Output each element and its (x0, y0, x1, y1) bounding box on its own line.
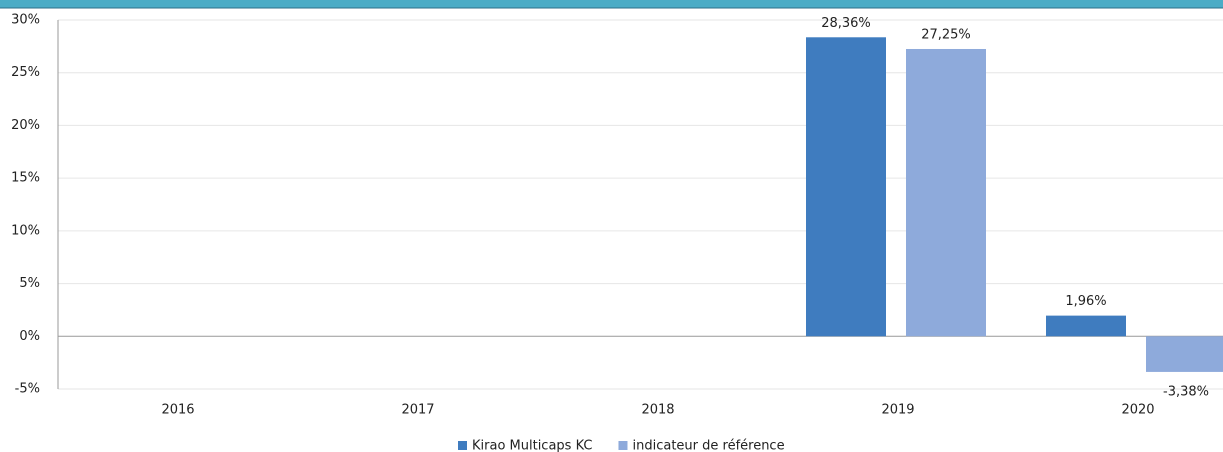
y-tick-label: -5% (15, 382, 40, 397)
y-tick-label: 10% (11, 223, 40, 238)
legend-label: indicateur de référence (632, 439, 784, 452)
legend-swatch (458, 441, 467, 450)
value-label: 28,36% (821, 16, 871, 31)
x-tick-label: 2016 (161, 403, 194, 418)
value-label: -3,38% (1163, 384, 1209, 399)
bar (906, 48, 986, 337)
y-tick-label: 30% (11, 13, 40, 28)
x-tick-label: 2017 (401, 403, 434, 418)
value-label: 1,96% (1065, 294, 1106, 309)
y-tick-label: 5% (19, 276, 40, 291)
bar (1046, 315, 1126, 337)
legend-swatch (618, 441, 628, 450)
x-tick-label: 2018 (641, 403, 674, 418)
bar (806, 37, 886, 337)
bar (1146, 336, 1223, 372)
y-tick-label: 0% (19, 329, 40, 344)
legend-label: Kirao Multicaps KC (472, 439, 592, 452)
x-tick-label: 2020 (1121, 403, 1154, 418)
x-tick-label: 2019 (881, 403, 914, 418)
top-band (0, 0, 1223, 8)
y-tick-label: 20% (11, 118, 40, 133)
y-tick-label: 25% (11, 65, 40, 80)
value-label: 27,25% (921, 27, 971, 42)
y-tick-label: 15% (11, 171, 40, 186)
